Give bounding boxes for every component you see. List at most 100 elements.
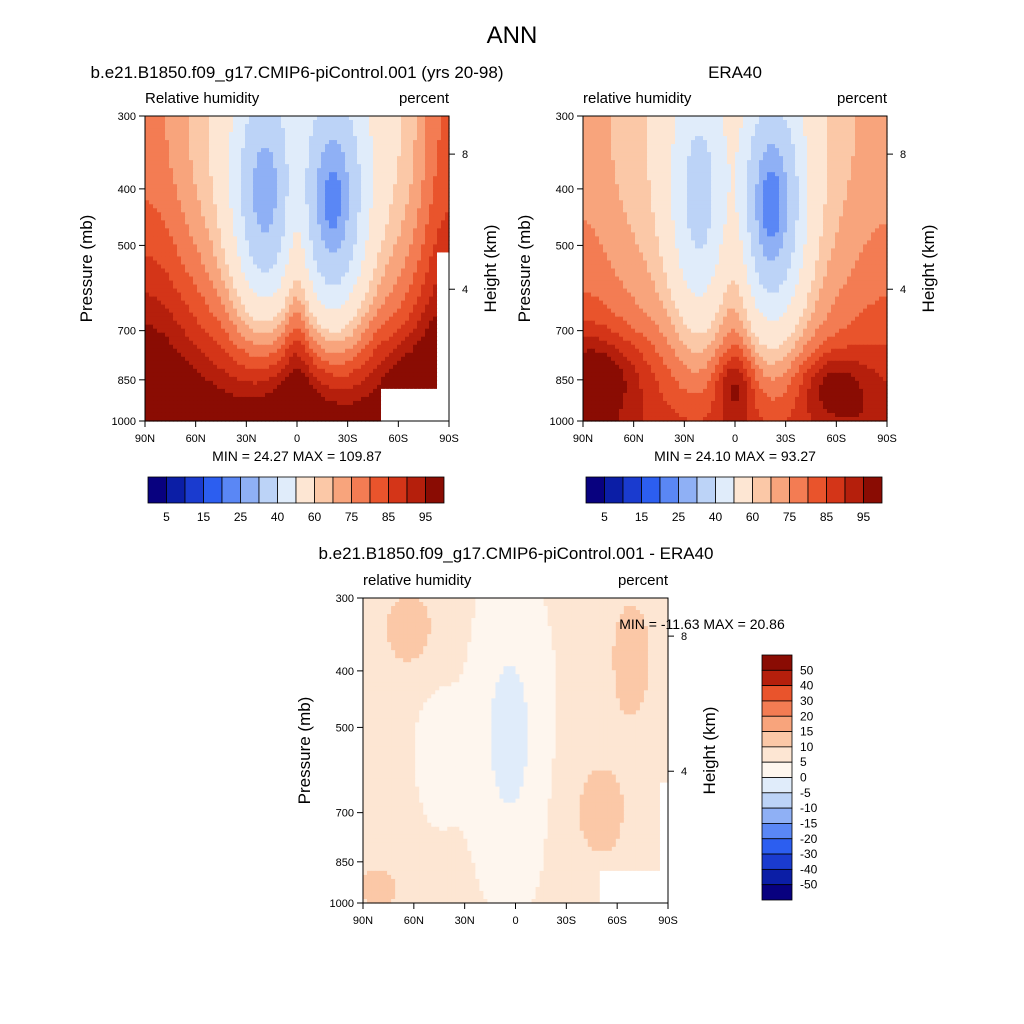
panel0-cell	[241, 132, 246, 137]
panel0-cell	[405, 160, 410, 165]
panel0-cell	[229, 256, 234, 262]
panel0-cell	[145, 256, 150, 262]
panel0-cell	[225, 252, 230, 258]
panel0-cell	[293, 256, 298, 262]
panel0-cell	[261, 148, 266, 153]
panel0-cell	[321, 188, 326, 193]
panel0-cell	[441, 244, 446, 250]
panel0-cell	[409, 136, 414, 141]
panel0-cell	[185, 336, 190, 342]
panel0-cell	[197, 168, 202, 173]
panel0-cell	[445, 200, 450, 205]
panel0-cell	[289, 220, 294, 225]
panel0-cell	[145, 136, 150, 141]
panel0-cell	[145, 228, 150, 233]
panel0-cell	[233, 136, 238, 141]
panel0-cell	[377, 328, 382, 334]
panel0-cell	[161, 208, 166, 213]
panel0-cell	[225, 316, 230, 322]
panel0-cell	[277, 256, 282, 262]
panel0-cell	[189, 308, 194, 314]
panel0-cell	[221, 216, 226, 221]
panel0-cell	[165, 116, 170, 121]
panel0-cell	[261, 244, 266, 250]
panel0-cell	[321, 116, 326, 121]
panel0-cell	[189, 132, 194, 137]
panel0-cell	[353, 272, 358, 278]
panel0-cell	[421, 252, 426, 258]
panel0-cell	[409, 332, 414, 338]
panel0-cell	[233, 168, 238, 173]
panel0-cell	[205, 376, 210, 382]
panel0-cell	[269, 348, 274, 354]
panel0-cell	[257, 208, 262, 213]
panel0-cell	[333, 124, 338, 129]
panel0-cell	[345, 320, 350, 326]
panel0-cell	[417, 336, 422, 342]
panel0-cell	[269, 296, 274, 302]
panel0-cell	[197, 216, 202, 221]
panel0-cell	[209, 220, 214, 225]
panel0-cell	[197, 124, 202, 129]
panel0-cell	[289, 268, 294, 274]
panel0-cell	[313, 248, 318, 254]
panel0-cell	[173, 356, 178, 362]
panel0-cell	[181, 196, 186, 201]
panel0-cell	[165, 236, 170, 241]
panel0-cell	[297, 236, 302, 241]
panel0-cell	[213, 116, 218, 121]
panel0-cell	[365, 256, 370, 262]
panel0-cell	[181, 376, 186, 382]
panel0-cell	[353, 368, 358, 374]
panel0-cell	[317, 284, 322, 290]
panel0-cell	[421, 212, 426, 217]
panel0-cell	[161, 232, 166, 237]
panel0-cell	[389, 212, 394, 217]
panel0-cell	[245, 320, 250, 326]
panel0-cell	[377, 248, 382, 254]
panel0-cell	[329, 188, 334, 193]
panel0-cell	[177, 356, 182, 362]
panel0-cell	[421, 200, 426, 205]
panel0-cell	[421, 340, 426, 346]
panel0-cell	[333, 140, 338, 145]
panel0-cell	[241, 188, 246, 193]
panel0-cell	[185, 156, 190, 161]
panel0-cell	[249, 224, 254, 229]
panel0-cell	[333, 172, 338, 177]
panel0-cell	[209, 300, 214, 306]
panel0-cell	[337, 356, 342, 362]
panel0-cell	[201, 272, 206, 278]
panel0-cell	[177, 236, 182, 241]
panel0-cell	[289, 376, 294, 382]
panel0-cell	[149, 160, 154, 165]
panel0-cell	[441, 188, 446, 193]
panel0-cell	[261, 372, 266, 378]
panel0-cell	[317, 132, 322, 137]
panel0-cell	[225, 340, 230, 346]
panel0-cell	[445, 348, 450, 354]
panel0-cell	[341, 348, 346, 354]
panel0-cell	[441, 192, 446, 197]
panel0-cell	[337, 376, 342, 382]
panel0-cell	[429, 296, 434, 302]
panel0-cell	[345, 364, 350, 370]
panel0-cell	[281, 284, 286, 290]
panel0-cell	[213, 336, 218, 342]
panel0-cell	[261, 352, 266, 358]
panel0-cell	[217, 292, 222, 298]
panel0-cell	[245, 116, 250, 121]
panel0-cell	[305, 312, 310, 318]
panel0-cell	[305, 304, 310, 310]
panel0-cell	[253, 356, 258, 362]
panel0-cell	[257, 164, 262, 169]
panel0-cell	[261, 284, 266, 290]
panel0-cell	[441, 256, 446, 262]
panel0-cell	[341, 128, 346, 133]
panel0-cell	[249, 180, 254, 185]
panel0-cell	[437, 348, 442, 354]
panel0-cell	[281, 144, 286, 149]
panel0-cell	[153, 192, 158, 197]
panel0-cell	[413, 228, 418, 233]
panel0-cell	[157, 372, 162, 378]
